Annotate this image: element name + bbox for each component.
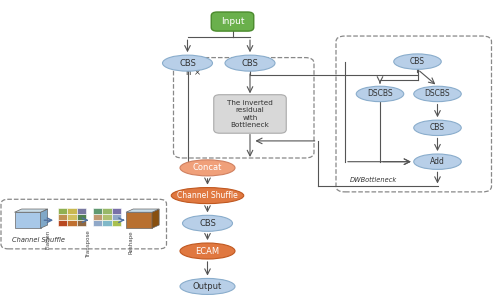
Polygon shape [152,209,159,228]
Text: Flatten: Flatten [46,230,51,249]
Text: Reshape: Reshape [128,230,134,254]
Text: Channel Shuffle: Channel Shuffle [12,237,66,243]
Ellipse shape [356,86,404,102]
Text: DSCBS: DSCBS [367,89,393,99]
Text: Concat: Concat [193,163,222,172]
Bar [102,208,112,214]
Text: DWBottleneck: DWBottleneck [350,177,398,183]
Ellipse shape [162,55,212,71]
Ellipse shape [225,55,275,71]
Bar [92,214,102,220]
Polygon shape [14,209,48,212]
Bar [92,208,102,214]
Bar [76,220,86,226]
Bar [58,214,67,220]
Bar [76,208,86,214]
Bar [67,220,76,226]
Polygon shape [40,209,48,228]
Bar [112,214,121,220]
Bar [58,208,67,214]
Ellipse shape [180,160,235,176]
Bar [102,220,112,226]
Text: CBS: CBS [199,219,216,228]
Bar [67,214,76,220]
Text: Output: Output [193,282,222,291]
Ellipse shape [414,154,461,169]
Text: CBS: CBS [242,59,258,68]
Text: ECAM: ECAM [196,246,220,256]
Text: Channel Shuffle: Channel Shuffle [177,191,238,200]
Ellipse shape [394,54,442,69]
Text: Input: Input [221,17,244,26]
Text: CBS: CBS [179,59,196,68]
Text: The inverted
residual
with
Bottleneck: The inverted residual with Bottleneck [227,100,273,128]
FancyBboxPatch shape [212,12,254,31]
Bar [58,220,67,226]
Ellipse shape [414,120,461,136]
Ellipse shape [182,215,232,231]
Ellipse shape [180,278,235,294]
Text: CBS: CBS [410,57,425,66]
Bar [112,208,121,214]
Ellipse shape [180,243,235,259]
Text: Add: Add [430,157,445,166]
Bar [92,220,102,226]
FancyBboxPatch shape [214,95,286,133]
Text: n ×: n × [186,68,202,78]
Bar [112,220,121,226]
Polygon shape [126,209,159,212]
Ellipse shape [414,86,461,102]
Ellipse shape [171,188,244,204]
Text: DSCBS: DSCBS [424,89,450,99]
Bar [76,214,86,220]
Bar [14,212,40,228]
Bar [102,214,112,220]
Bar [67,208,76,214]
Bar [126,212,152,228]
Text: Transpose: Transpose [86,230,92,258]
Text: CBS: CBS [430,123,445,132]
